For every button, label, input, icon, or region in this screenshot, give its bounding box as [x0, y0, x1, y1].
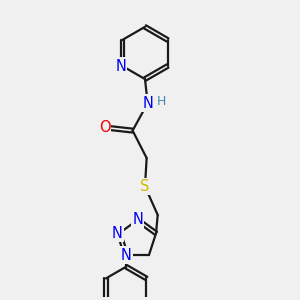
Text: N: N [142, 96, 153, 111]
Text: O: O [99, 120, 110, 135]
Text: H: H [157, 95, 166, 108]
Text: S: S [140, 179, 150, 194]
Text: N: N [115, 58, 126, 74]
Text: N: N [121, 248, 132, 262]
Text: N: N [112, 226, 123, 241]
Text: N: N [132, 212, 143, 227]
